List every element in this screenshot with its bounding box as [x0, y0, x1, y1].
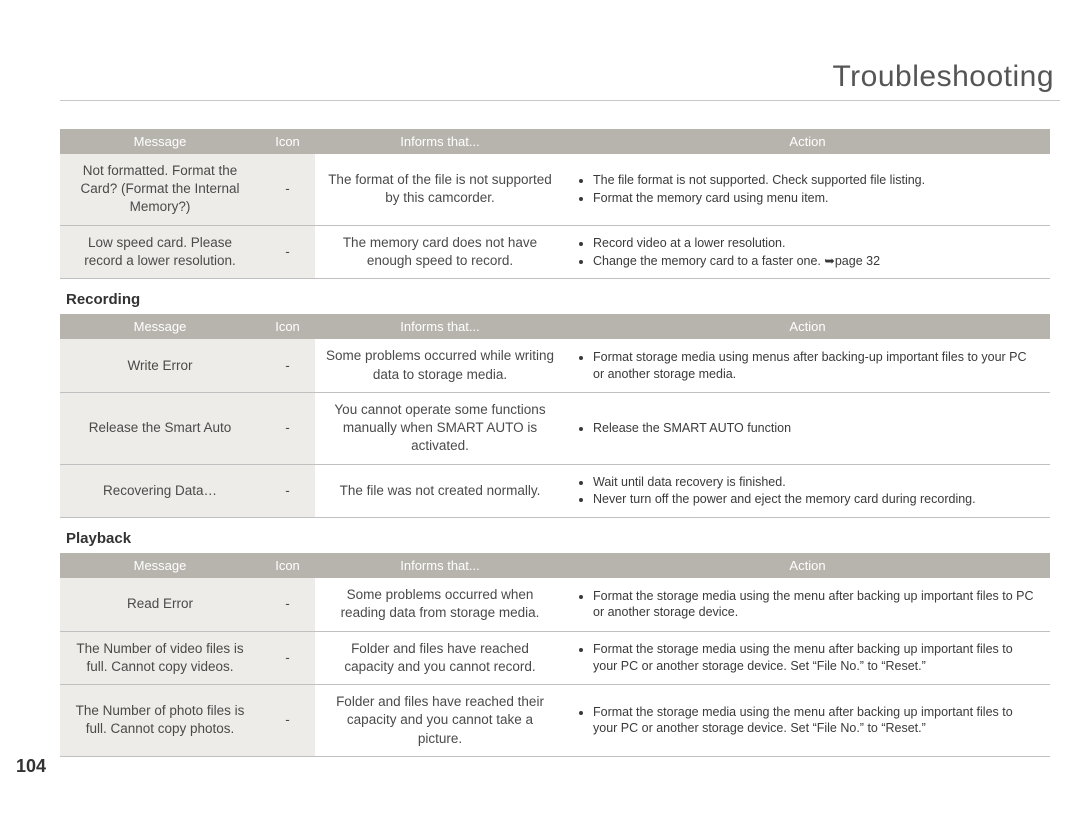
col-header-message: Message — [60, 129, 260, 154]
cell-informs: Folder and files have reached their capa… — [315, 685, 565, 757]
action-item: Format the memory card using menu item. — [593, 190, 1040, 207]
table-row: Low speed card. Please record a lower re… — [60, 225, 1050, 279]
cell-message: The Number of video files is full. Canno… — [60, 631, 260, 684]
troubleshooting-table-playback: Message Icon Informs that... Action Read… — [60, 553, 1050, 757]
col-header-message: Message — [60, 553, 260, 578]
col-header-icon: Icon — [260, 314, 315, 339]
cell-informs: The file was not created normally. — [315, 464, 565, 518]
table-row: The Number of photo files is full. Canno… — [60, 685, 1050, 757]
cell-action: Release the SMART AUTO function — [565, 392, 1050, 464]
cell-message: Low speed card. Please record a lower re… — [60, 225, 260, 279]
table-row: Recovering Data… - The file was not crea… — [60, 464, 1050, 518]
col-header-icon: Icon — [260, 553, 315, 578]
cell-informs: Folder and files have reached capacity a… — [315, 631, 565, 684]
section-label-recording: Recording — [66, 291, 1060, 308]
cell-informs: Some problems occurred when reading data… — [315, 578, 565, 631]
troubleshooting-table-recording: Message Icon Informs that... Action Writ… — [60, 314, 1050, 518]
action-item: The file format is not supported. Check … — [593, 172, 1040, 189]
table-header: Message Icon Informs that... Action — [60, 314, 1050, 339]
action-item: Record video at a lower resolution. — [593, 235, 1040, 252]
action-item: Never turn off the power and eject the m… — [593, 491, 1040, 508]
troubleshooting-table-1: Message Icon Informs that... Action Not … — [60, 129, 1050, 279]
table-row: The Number of video files is full. Canno… — [60, 631, 1050, 684]
cell-message: Not formatted. Format the Card? (Format … — [60, 154, 260, 225]
col-header-action: Action — [565, 314, 1050, 339]
section-label-playback: Playback — [66, 530, 1060, 547]
cell-informs: Some problems occurred while writing dat… — [315, 339, 565, 392]
table-header: Message Icon Informs that... Action — [60, 129, 1050, 154]
cell-action: Wait until data recovery is finished. Ne… — [565, 464, 1050, 518]
table-row: Not formatted. Format the Card? (Format … — [60, 154, 1050, 225]
cell-action: The file format is not supported. Check … — [565, 154, 1050, 225]
cell-icon: - — [260, 392, 315, 464]
cell-message: The Number of photo files is full. Canno… — [60, 685, 260, 757]
col-header-action: Action — [565, 129, 1050, 154]
action-item: Format storage media using menus after b… — [593, 349, 1040, 383]
table-row: Write Error - Some problems occurred whi… — [60, 339, 1050, 392]
cell-message: Read Error — [60, 578, 260, 631]
cell-icon: - — [260, 339, 315, 392]
cell-action: Format the storage media using the menu … — [565, 631, 1050, 684]
col-header-message: Message — [60, 314, 260, 339]
title-rule: Troubleshooting — [60, 60, 1060, 101]
page-number: 104 — [16, 756, 46, 777]
cell-icon: - — [260, 578, 315, 631]
action-item: Format the storage media using the menu … — [593, 641, 1040, 675]
table-header: Message Icon Informs that... Action — [60, 553, 1050, 578]
cell-action: Format the storage media using the menu … — [565, 685, 1050, 757]
col-header-informs: Informs that... — [315, 553, 565, 578]
col-header-icon: Icon — [260, 129, 315, 154]
col-header-informs: Informs that... — [315, 314, 565, 339]
action-item: Change the memory card to a faster one. … — [593, 253, 1040, 270]
cell-action: Format storage media using menus after b… — [565, 339, 1050, 392]
page-title: Troubleshooting — [60, 60, 1060, 94]
col-header-action: Action — [565, 553, 1050, 578]
cell-message: Recovering Data… — [60, 464, 260, 518]
cell-icon: - — [260, 464, 315, 518]
cell-action: Record video at a lower resolution. Chan… — [565, 225, 1050, 279]
action-item: Format the storage media using the menu … — [593, 704, 1040, 738]
cell-informs: You cannot operate some functions manual… — [315, 392, 565, 464]
table-row: Read Error - Some problems occurred when… — [60, 578, 1050, 631]
action-item: Release the SMART AUTO function — [593, 420, 1040, 437]
action-item: Format the storage media using the menu … — [593, 588, 1040, 622]
cell-action: Format the storage media using the menu … — [565, 578, 1050, 631]
cell-message: Release the Smart Auto — [60, 392, 260, 464]
cell-message: Write Error — [60, 339, 260, 392]
cell-icon: - — [260, 154, 315, 225]
cell-informs: The format of the file is not supported … — [315, 154, 565, 225]
cell-icon: - — [260, 225, 315, 279]
cell-informs: The memory card does not have enough spe… — [315, 225, 565, 279]
cell-icon: - — [260, 631, 315, 684]
col-header-informs: Informs that... — [315, 129, 565, 154]
table-row: Release the Smart Auto - You cannot oper… — [60, 392, 1050, 464]
action-item: Wait until data recovery is finished. — [593, 474, 1040, 491]
cell-icon: - — [260, 685, 315, 757]
page-content: Troubleshooting Message Icon Informs tha… — [0, 0, 1080, 757]
